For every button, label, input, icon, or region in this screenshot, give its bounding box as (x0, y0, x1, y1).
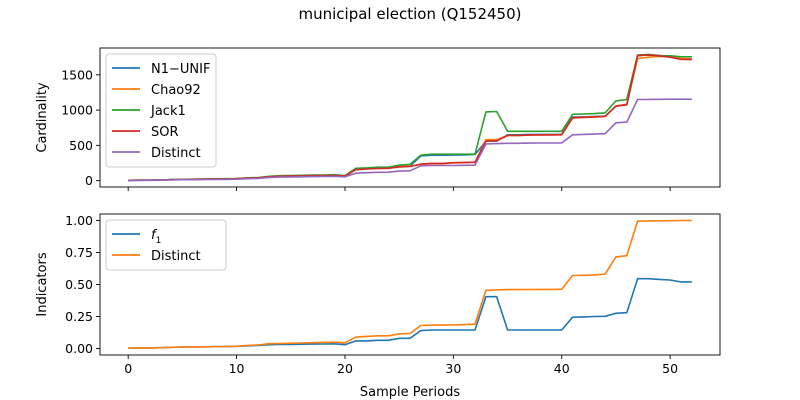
indicators-x-tick-label-3: 30 (445, 361, 461, 376)
indicators-x-tick-label-5: 50 (662, 361, 678, 376)
cardinality-legend-label-2: Jack1 (150, 104, 186, 119)
indicators-legend (105, 219, 227, 271)
cardinality-legend (105, 53, 217, 168)
indicators-x-tick-label-4: 40 (554, 361, 570, 376)
cardinality-plot-frame (99, 47, 721, 188)
indicators-x-tick-label-1: 10 (229, 361, 245, 376)
indicators-panel: 0 10 20 30 40 50 0.00 0.25 0.50 0.75 1.00 Indicator… (35, 213, 721, 376)
indicators-series-line-1 (128, 219, 692, 349)
cardinality-y-tick-label-3: 1500 (61, 67, 93, 82)
cardinality-panel: 0 500 1000 1500 Cardinality N1−UNIF Chao92 Jack… (35, 47, 721, 191)
cardinality-y-tick-label-2: 1000 (61, 103, 93, 118)
indicators-series-line-0 (128, 277, 692, 349)
indicators-legend-label-0: f1 (151, 228, 161, 246)
figure-title: municipal election (Q152450) (298, 5, 521, 23)
cardinality-legend-label-3: SOR (151, 125, 179, 140)
x-axis-label: Sample Periods (360, 385, 460, 400)
indicators-y-tick-label-3: 0.75 (65, 245, 93, 260)
cardinality-y-tick-label-0: 0 (85, 173, 93, 188)
indicators-y-axis-label: Indicators (35, 252, 50, 316)
cardinality-y-tick-label-1: 500 (69, 138, 93, 153)
indicators-legend-label-1: Distinct (151, 249, 201, 264)
cardinality-y-axis-label: Cardinality (35, 82, 50, 153)
cardinality-legend-label-1: Chao92 (151, 83, 201, 98)
indicators-y-tick-label-0: 0.00 (65, 341, 93, 356)
indicators-x-tick-label-2: 20 (337, 361, 353, 376)
indicators-y-tick-label-2: 0.50 (65, 277, 93, 292)
cardinality-legend-label-4: Distinct (151, 146, 201, 161)
indicators-y-tick-label-4: 1.00 (65, 213, 93, 228)
cardinality-legend-label-0: N1−UNIF (151, 62, 210, 77)
indicators-y-tick-label-1: 0.25 (65, 309, 93, 324)
cardinality-series-line-4 (128, 98, 692, 182)
indicators-x-tick-label-0: 0 (124, 361, 132, 376)
